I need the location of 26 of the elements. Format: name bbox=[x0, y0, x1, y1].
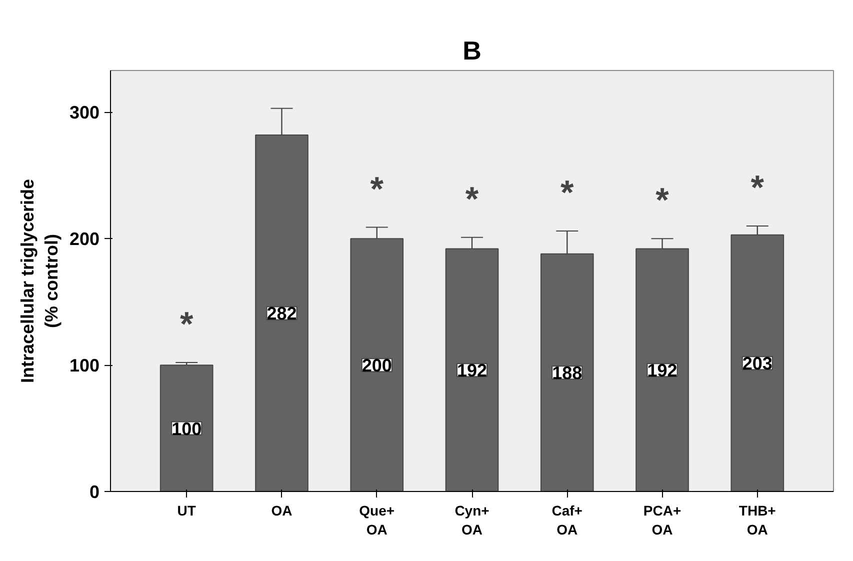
y-tick-label: 200 bbox=[69, 229, 100, 250]
data-label: 100 bbox=[172, 418, 202, 439]
y-tick-label: 100 bbox=[69, 356, 100, 376]
x-tick-label: PCA+ OA bbox=[643, 502, 682, 538]
chart-title: B bbox=[462, 36, 482, 66]
data-label: 188 bbox=[552, 363, 582, 384]
x-tick-label: Cyn+ OA bbox=[454, 502, 490, 538]
x-tick-label: THB+ OA bbox=[738, 502, 776, 538]
data-label: 203 bbox=[742, 354, 772, 374]
annotation: * bbox=[465, 180, 480, 218]
data-label: 192 bbox=[647, 360, 678, 381]
annotation: * bbox=[560, 174, 575, 212]
data-label: 200 bbox=[362, 356, 392, 376]
y-tick-label: 0 bbox=[89, 482, 100, 502]
annotation: * bbox=[370, 170, 384, 208]
annotation: * bbox=[180, 306, 194, 344]
data-label: 192 bbox=[456, 360, 488, 381]
x-tick-label: Caf+ OA bbox=[552, 502, 582, 538]
data-label: 282 bbox=[266, 304, 297, 324]
x-tick-label: Que+ OA bbox=[359, 502, 395, 538]
x-tick-label: UT bbox=[177, 502, 196, 518]
annotation: * bbox=[750, 169, 765, 208]
x-tick-label: OA bbox=[271, 502, 292, 518]
y-axis-title: Intracellular triglyceride (% control) bbox=[17, 178, 62, 384]
annotation: * bbox=[656, 182, 670, 220]
y-tick-label: 300 bbox=[69, 102, 100, 123]
